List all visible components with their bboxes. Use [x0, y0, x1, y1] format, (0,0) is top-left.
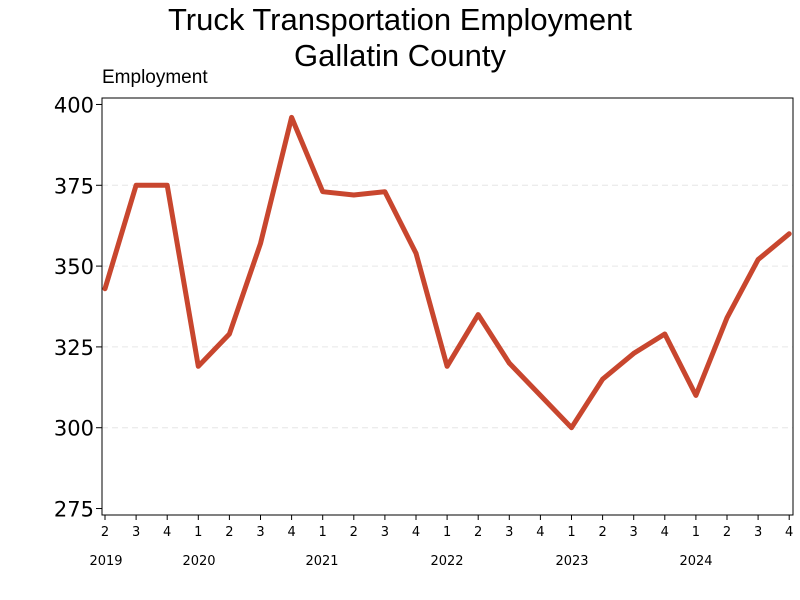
x-tick: 2 — [225, 515, 234, 540]
x-tick: 2 — [474, 515, 482, 540]
y-tick: 275 — [54, 498, 102, 522]
x-tick: 4 — [661, 515, 669, 540]
data-point — [787, 231, 792, 236]
x-tick: 1 — [319, 515, 327, 540]
y-tick-label: 400 — [54, 93, 94, 117]
x-tick: 3 — [505, 515, 513, 540]
x-year-label: 2019 — [89, 554, 122, 569]
x-tick: 4 — [163, 515, 171, 540]
x-tick-label: 4 — [536, 525, 544, 540]
x-tick: 4 — [287, 515, 296, 540]
x-tick-label: 3 — [505, 525, 513, 540]
x-tick: 1 — [692, 515, 700, 540]
data-point — [538, 393, 543, 398]
data-point — [102, 286, 108, 291]
x-year-label: 2022 — [430, 554, 463, 569]
data-point — [165, 183, 170, 188]
gridlines — [102, 184, 793, 429]
x-tick-label: 2 — [101, 525, 109, 540]
x-tick-label: 2 — [474, 525, 482, 540]
y-tick-label: 350 — [54, 255, 94, 279]
y-tick: 300 — [54, 417, 102, 441]
x-tick-label: 3 — [132, 525, 140, 540]
data-point — [631, 351, 636, 356]
data-point — [351, 192, 356, 198]
x-tick-label: 2 — [350, 525, 358, 540]
x-year-label: 2023 — [555, 554, 588, 569]
x-tick: 4 — [785, 515, 793, 540]
plot-frame — [101, 97, 794, 516]
x-tick: 1 — [443, 515, 451, 540]
x-tick: 4 — [412, 515, 420, 540]
chart-subtitle: Gallatin County — [294, 38, 506, 73]
x-tick: 2 — [101, 515, 109, 540]
x-tick-label: 4 — [412, 525, 420, 540]
y-tick-label: 375 — [54, 174, 94, 198]
x-tick-label: 3 — [630, 525, 638, 540]
x-tick: 2 — [598, 515, 607, 540]
y-tick-label: 275 — [54, 498, 94, 522]
data-point — [133, 183, 139, 188]
x-tick-label: 1 — [692, 525, 700, 540]
chart-title: Truck Transportation Employment — [167, 2, 633, 37]
series-line — [102, 114, 792, 431]
y-tick-label: 300 — [54, 417, 94, 441]
x-tick: 1 — [567, 515, 576, 540]
data-point — [320, 189, 325, 194]
x-tick: 3 — [256, 515, 265, 540]
x-tick-label: 3 — [256, 525, 264, 540]
x-tick: 1 — [194, 515, 202, 540]
y-axis-label: Employment — [102, 67, 208, 88]
data-point — [227, 331, 232, 337]
x-tick-label: 1 — [443, 525, 451, 540]
data-point — [413, 250, 419, 256]
x-tick: 3 — [754, 515, 762, 540]
data-point — [507, 360, 512, 366]
y-tick-label: 325 — [54, 336, 94, 360]
x-tick: 3 — [630, 515, 638, 540]
x-tick-label: 4 — [661, 525, 669, 540]
data-point — [196, 364, 201, 369]
x-tick-label: 4 — [287, 525, 295, 540]
x-year-label: 2024 — [679, 554, 712, 569]
x-tick-label: 1 — [567, 525, 575, 540]
y-tick: 325 — [54, 336, 102, 360]
data-point — [724, 315, 730, 321]
data-point — [444, 364, 450, 369]
x-tick: 4 — [536, 515, 545, 540]
data-point — [258, 241, 263, 246]
x-tick-label: 2 — [225, 525, 233, 540]
x-year-label: 2020 — [182, 554, 215, 569]
y-tick: 350 — [54, 255, 102, 279]
data-point — [382, 189, 388, 194]
y-axis-ticks: 275 300 325 350 375 400 — [54, 93, 102, 522]
x-tick-label: 3 — [754, 525, 762, 540]
data-point — [476, 312, 481, 317]
data-point — [755, 257, 761, 262]
data-point — [662, 331, 667, 337]
x-tick: 2 — [350, 515, 358, 540]
data-point — [569, 425, 574, 430]
y-tick: 400 — [54, 93, 102, 117]
x-tick-label: 3 — [381, 525, 389, 540]
data-point — [693, 393, 699, 398]
x-tick: 2 — [723, 515, 731, 540]
data-point — [289, 115, 294, 120]
x-tick-label: 1 — [194, 525, 202, 540]
data-point — [600, 377, 605, 382]
x-tick: 3 — [132, 515, 140, 540]
y-tick: 375 — [54, 174, 102, 198]
x-axis-years: 2019 2020 2021 2022 2023 2024 — [89, 554, 712, 569]
x-tick-label: 2 — [723, 525, 731, 540]
x-tick-label: 4 — [785, 525, 793, 540]
x-axis-ticks: 2 3 4 1 2 3 4 1 2 3 4 1 2 3 4 1 2 3 4 1 2 3 4 — [101, 515, 793, 540]
x-tick-label: 1 — [319, 525, 327, 540]
x-year-label: 2021 — [305, 554, 338, 569]
x-tick-label: 2 — [598, 525, 606, 540]
x-tick: 3 — [381, 515, 389, 540]
series-group — [102, 114, 792, 431]
x-tick-label: 4 — [163, 525, 171, 540]
